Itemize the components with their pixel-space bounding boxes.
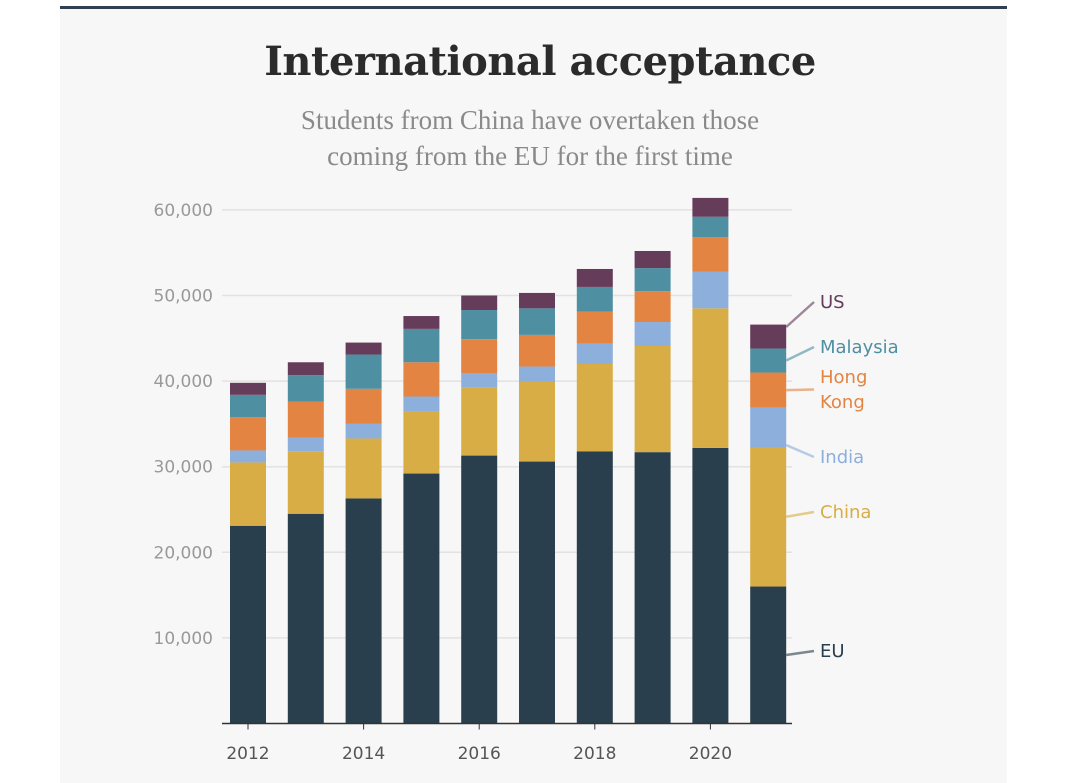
bar-segment-china (519, 381, 555, 462)
legend-label-us: US (820, 292, 845, 313)
bar-segment-eu (692, 447, 729, 724)
bar-segment-malaysia (345, 354, 382, 389)
bar-segment-china (461, 387, 498, 456)
bar-segment-malaysia (230, 394, 266, 418)
y-tick-label: 40,000 (154, 372, 213, 392)
bar-segment-malaysia (750, 348, 787, 373)
bar-2019 (634, 250, 671, 724)
legend-label-hong-kong: Hong Kong (820, 367, 867, 413)
bar-segment-hong-kong (461, 339, 498, 374)
y-tick-label: 60,000 (154, 201, 213, 221)
bar-segment-hong-kong (230, 417, 266, 451)
bar-segment-us (576, 268, 613, 287)
bar-segment-hong-kong (403, 362, 440, 397)
bar-segment-eu (576, 451, 613, 724)
bar-segment-china (576, 363, 613, 452)
bar-segment-us (519, 292, 555, 309)
bar-2020 (692, 197, 729, 724)
bar-segment-eu (634, 452, 671, 724)
y-tick-label: 20,000 (154, 543, 213, 563)
bar-segment-india (576, 343, 613, 364)
x-tick-label: 2014 (342, 744, 385, 764)
bar-segment-us (287, 362, 324, 376)
bar-segment-hong-kong (519, 334, 555, 367)
bar-segment-eu (287, 513, 324, 724)
bar-segment-eu (519, 461, 555, 724)
y-tick-label: 10,000 (154, 629, 213, 649)
bar-segment-hong-kong (345, 388, 382, 424)
bar-segment-china (403, 411, 440, 474)
legend-connector (785, 301, 815, 328)
bar-segment-us (634, 250, 671, 269)
bar-segment-india (634, 322, 671, 347)
bar-segment-us (345, 342, 382, 355)
bar-segment-malaysia (576, 286, 613, 312)
y-tick-label: 50,000 (154, 287, 213, 307)
legend-connector (786, 649, 815, 657)
bar-segment-china (230, 462, 266, 526)
bar-segment-malaysia (634, 268, 671, 292)
bar-segment-hong-kong (634, 291, 671, 323)
bar-segment-malaysia (287, 375, 324, 402)
bar-segment-india (519, 366, 555, 382)
bar-segment-malaysia (461, 310, 498, 340)
bar-segment-china (287, 451, 324, 514)
legend-label-china: China (820, 502, 871, 523)
bar-segment-china (634, 346, 671, 453)
bar-segment-india (287, 437, 324, 452)
bar-segment-india (692, 271, 729, 309)
bar-segment-eu (750, 586, 787, 724)
bar-segment-hong-kong (576, 311, 613, 344)
bar-2014 (345, 342, 382, 724)
legend-label-india: India (820, 447, 864, 468)
bar-segment-hong-kong (287, 401, 324, 438)
bar-2013 (287, 362, 324, 724)
legend-connector (785, 510, 815, 519)
bar-segment-india (750, 407, 787, 448)
bar-segment-us (692, 197, 729, 217)
bar-segment-hong-kong (692, 237, 729, 272)
legend-connector (786, 388, 815, 392)
bar-segment-india (403, 396, 440, 412)
bar-segment-hong-kong (750, 372, 787, 408)
chart-title: International acceptance (264, 38, 816, 85)
bar-segment-china (750, 447, 787, 587)
y-tick-label: 30,000 (154, 458, 213, 478)
bar-segment-us (403, 316, 440, 329)
bar-segment-india (461, 373, 498, 388)
legend-connector (785, 345, 815, 362)
bar-segment-india (230, 450, 266, 463)
bar-segment-malaysia (403, 328, 440, 363)
bar-2021 (750, 324, 787, 724)
bar-segment-eu (403, 473, 440, 724)
x-tick-label: 2012 (226, 744, 269, 764)
bar-segment-malaysia (692, 216, 729, 238)
bar-segment-malaysia (519, 308, 555, 335)
bar-segment-us (230, 382, 266, 395)
bar-segment-us (461, 295, 498, 311)
legend-label-eu: EU (820, 641, 845, 662)
x-tick-label: 2016 (458, 744, 501, 764)
bar-segment-us (750, 324, 787, 349)
bar-2017 (519, 292, 555, 724)
bar-segment-eu (345, 498, 382, 724)
bar-2016 (461, 295, 498, 724)
x-tick-label: 2018 (573, 744, 616, 764)
bar-segment-eu (230, 525, 266, 724)
bar-segment-india (345, 423, 382, 439)
bar-segment-china (345, 438, 382, 499)
bar-segment-china (692, 308, 729, 448)
bar-2018 (576, 268, 613, 724)
bar-2012 (230, 382, 266, 724)
x-tick-label: 2020 (689, 744, 732, 764)
legend-connector (785, 443, 815, 459)
legend-label-malaysia: Malaysia (820, 337, 899, 358)
bar-segment-eu (461, 455, 498, 724)
chart-subtitle: Students from China have overtaken those… (300, 105, 760, 171)
bar-2015 (403, 316, 440, 724)
